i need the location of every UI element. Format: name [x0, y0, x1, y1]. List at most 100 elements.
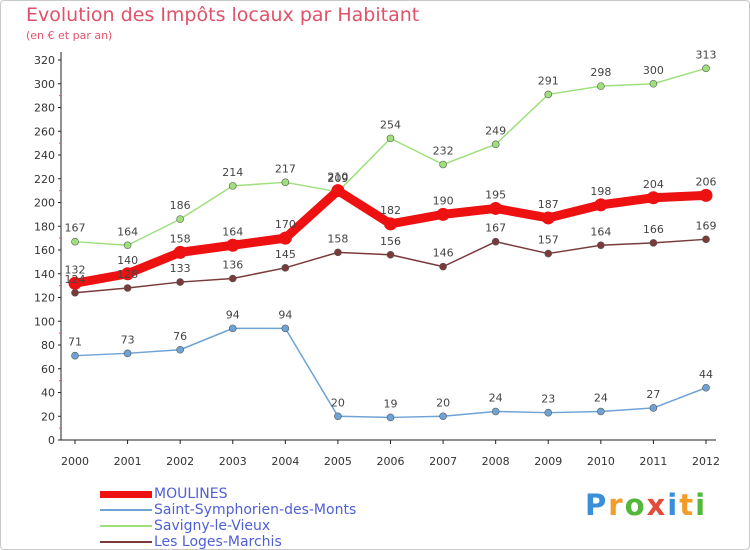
data-label: 209 [327, 172, 348, 185]
logo-letter: i [695, 488, 708, 522]
data-point [71, 237, 79, 246]
data-label: 210 [327, 171, 348, 184]
data-point [649, 239, 658, 247]
legend-swatch-les-loges [100, 541, 152, 543]
data-point [228, 274, 237, 283]
data-label: 170 [275, 218, 296, 231]
legend-label-savigny: Savigny-le-Vieux [154, 518, 271, 534]
data-label: 76 [173, 330, 187, 343]
data-point [544, 90, 553, 99]
legend-swatch-moulines [100, 491, 152, 498]
proxiti-logo: Proxiti [585, 488, 707, 522]
y-tick-label: 0 [48, 434, 55, 447]
data-label: 195 [485, 188, 506, 201]
data-label: 24 [594, 392, 608, 405]
data-label: 198 [590, 185, 611, 198]
data-point [334, 412, 342, 421]
data-label: 27 [646, 388, 660, 401]
data-point [439, 160, 447, 169]
logo-letter: x [646, 488, 668, 522]
logo-letter: i [667, 488, 680, 522]
y-tick-label: 120 [34, 292, 55, 305]
chart-title: Evolution des Impôts locaux par Habitant [26, 4, 420, 26]
x-tick-label: 2005 [324, 455, 352, 468]
x-tick-label: 2000 [61, 455, 89, 468]
data-point [226, 238, 240, 252]
data-point [597, 241, 605, 250]
data-point [386, 250, 395, 259]
logo-letter: P [585, 488, 609, 522]
data-point [491, 407, 500, 416]
data-label: 44 [699, 368, 713, 381]
data-label: 124 [65, 273, 86, 286]
data-label: 146 [433, 247, 454, 260]
logo-letter: t [679, 488, 696, 522]
data-label: 249 [485, 124, 506, 137]
data-point [121, 267, 135, 281]
data-point [173, 245, 187, 259]
legend-label-moulines: MOULINES [154, 486, 228, 502]
x-tick-label: 2009 [534, 455, 562, 468]
data-point [649, 404, 658, 412]
data-point [281, 264, 290, 272]
data-point [597, 82, 605, 90]
data-label: 145 [275, 248, 296, 261]
data-label: 190 [433, 194, 454, 207]
data-point [278, 231, 292, 245]
x-tick-label: 2002 [166, 455, 194, 468]
data-label: 166 [643, 223, 664, 236]
data-label: 217 [275, 162, 296, 175]
data-label: 182 [380, 204, 401, 217]
data-label: 164 [590, 225, 611, 238]
data-point [594, 198, 608, 212]
data-point [541, 211, 555, 225]
x-tick-label: 2012 [692, 455, 720, 468]
logo-letter: r [608, 488, 625, 522]
data-point [702, 383, 710, 392]
x-tick-label: 2008 [482, 455, 510, 468]
data-label: 167 [485, 222, 506, 235]
data-label: 254 [380, 118, 401, 131]
data-point [71, 351, 79, 360]
y-tick-label: 140 [34, 268, 55, 281]
data-label: 73 [121, 333, 135, 346]
data-point [646, 191, 660, 205]
data-point [491, 237, 500, 246]
data-point [176, 345, 184, 354]
data-label: 71 [68, 336, 82, 349]
data-point [71, 288, 79, 297]
data-point [439, 262, 447, 271]
data-label: 157 [538, 234, 559, 247]
y-tick-label: 100 [34, 315, 55, 328]
data-point [544, 408, 553, 417]
data-labels-layer: 124 128 133 136 145 158 156 146 167 157 164 166 169 7… [65, 48, 717, 410]
data-label: 164 [222, 225, 243, 238]
data-label: 128 [117, 268, 138, 281]
data-point [68, 276, 82, 290]
y-tick-label: 260 [34, 125, 55, 138]
x-tick-label: 2001 [114, 455, 142, 468]
y-tick-label: 180 [34, 220, 55, 233]
data-point [123, 349, 132, 358]
x-tick-label: 2004 [271, 455, 299, 468]
data-point [544, 249, 553, 258]
data-label: 133 [170, 262, 191, 275]
x-tick-label: 2003 [219, 455, 247, 468]
data-label: 164 [117, 225, 138, 238]
x-tick-label: 2010 [587, 455, 615, 468]
y-tick-label: 60 [41, 363, 55, 376]
data-label: 232 [433, 145, 454, 158]
data-point [176, 215, 184, 223]
data-label: 300 [643, 64, 664, 77]
data-label: 20 [436, 396, 450, 409]
data-label: 158 [170, 232, 191, 245]
data-point [331, 184, 345, 198]
data-label: 206 [696, 175, 717, 188]
legend-swatch-savigny [100, 525, 152, 527]
data-label: 313 [696, 48, 717, 61]
data-point [702, 64, 710, 73]
legend-label-saint-symphorien: Saint-Symphorien-des-Monts [154, 502, 357, 518]
data-point [228, 182, 237, 190]
data-label: 23 [541, 393, 555, 406]
